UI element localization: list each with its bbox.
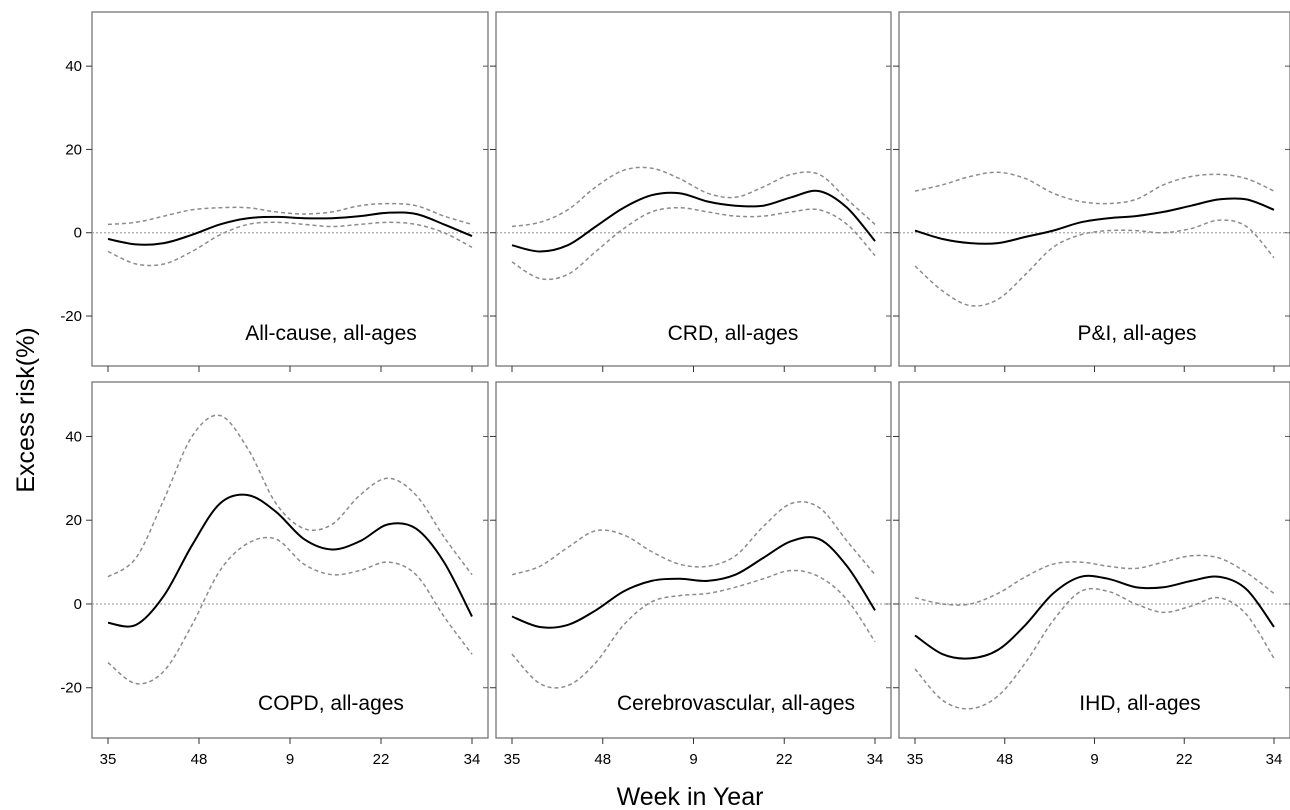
series-lower-line xyxy=(107,221,473,267)
x-tick-label: 48 xyxy=(191,751,208,768)
series-lower-line xyxy=(511,569,876,689)
panel-4: 40 20 0 -20 35 48 9 22 34 COPD, all-ages xyxy=(60,381,489,768)
y-tick-label: 20 xyxy=(65,141,82,158)
series-upper-line xyxy=(511,501,876,576)
series-lower-line xyxy=(914,219,1275,307)
series-estimate-line xyxy=(914,197,1275,245)
series-lower-line xyxy=(914,587,1275,710)
y-tick-label: 0 xyxy=(74,225,82,242)
x-tick-label: 22 xyxy=(1176,751,1193,768)
panel-1: 40 20 0 -20 All-cause, all-ages xyxy=(60,11,489,372)
series-upper-line xyxy=(914,554,1275,606)
panel-5: 35 48 9 22 34 Cerebrovascular, all-ages xyxy=(490,381,892,768)
y-tick-label: -20 xyxy=(60,308,82,325)
y-tick-label: 40 xyxy=(65,58,82,75)
y-axis-title: Excess risk(%) xyxy=(12,327,40,492)
series-upper-line xyxy=(914,171,1275,205)
x-tick-label: 9 xyxy=(689,751,697,768)
panel-6: 35 48 9 22 34 IHD, all-ages xyxy=(893,381,1290,768)
x-tick-label: 22 xyxy=(373,751,390,768)
series-lower-line xyxy=(511,206,876,281)
x-tick-label: 34 xyxy=(1266,751,1283,768)
panel-frame xyxy=(495,381,892,739)
panel-label: IHD, all-ages xyxy=(1079,692,1200,715)
series-upper-line xyxy=(107,202,473,226)
series-estimate-line xyxy=(511,189,876,253)
panel-frame xyxy=(898,11,1290,367)
y-tick-label: 40 xyxy=(65,428,82,445)
series-estimate-line xyxy=(914,574,1275,660)
series-estimate-line xyxy=(511,536,876,629)
x-tick-label: 48 xyxy=(594,751,611,768)
x-tick-label: 35 xyxy=(907,751,924,768)
x-tick-label: 35 xyxy=(504,751,521,768)
panel-label: All-cause, all-ages xyxy=(245,322,417,345)
y-tick-label: 20 xyxy=(65,512,82,529)
panel-frame xyxy=(91,381,489,739)
series-estimate-line xyxy=(107,211,473,246)
series-lower-line xyxy=(107,536,473,685)
panel-label: P&I, all-ages xyxy=(1077,322,1196,345)
y-tick-label: 0 xyxy=(74,596,82,613)
panel-3: P&I, all-ages xyxy=(893,11,1290,372)
x-axis-title: Week in Year xyxy=(617,783,764,810)
x-tick-label: 9 xyxy=(1090,751,1098,768)
panel-frame xyxy=(495,11,892,367)
x-tick-label: 35 xyxy=(100,751,117,768)
panel-2: CRD, all-ages xyxy=(490,11,892,372)
x-tick-label: 34 xyxy=(464,751,481,768)
panel-label: Cerebrovascular, all-ages xyxy=(617,692,855,715)
x-tick-label: 48 xyxy=(996,751,1013,768)
series-upper-line xyxy=(107,414,473,578)
x-tick-label: 34 xyxy=(867,751,884,768)
panel-frame xyxy=(898,381,1290,739)
panels-layer: 40 20 0 -20 All-cause, all-ages CRD, all-ages… xyxy=(60,11,1290,768)
y-tick-label: -20 xyxy=(60,680,82,697)
panel-label: COPD, all-ages xyxy=(258,692,404,715)
x-tick-label: 9 xyxy=(286,751,294,768)
panel-frame xyxy=(91,11,489,367)
x-tick-label: 22 xyxy=(776,751,793,768)
series-upper-line xyxy=(511,166,876,228)
panel-label: CRD, all-ages xyxy=(668,322,799,345)
series-estimate-line xyxy=(107,493,473,628)
